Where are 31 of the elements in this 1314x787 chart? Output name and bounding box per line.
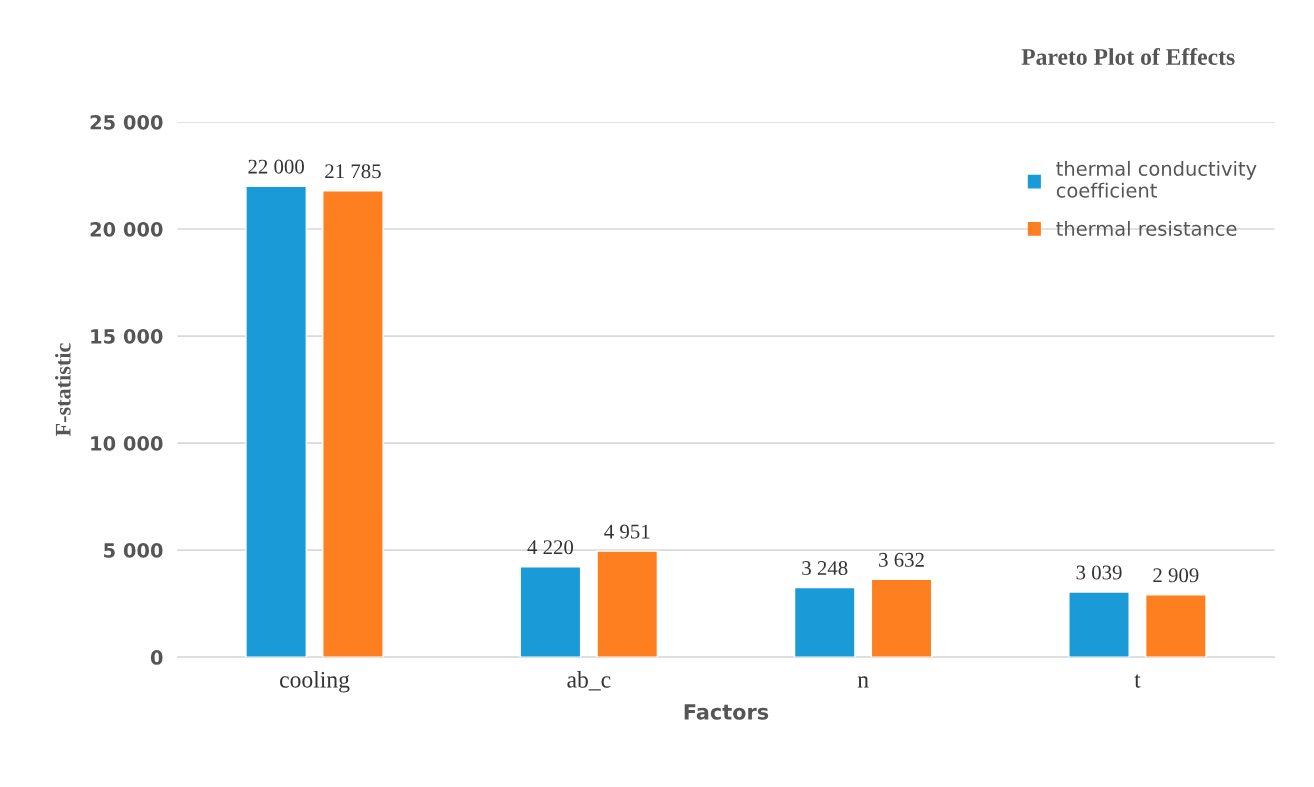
- x-axis-title: Factors: [684, 704, 769, 720]
- x-tick-label: ab_c: [567, 671, 611, 691]
- bar: [1144, 594, 1207, 658]
- data-label: 3 039: [1076, 565, 1122, 580]
- x-tick-label: cooling: [280, 671, 350, 693]
- y-tick-label: 10 000: [91, 436, 163, 451]
- data-label: 4 220: [527, 540, 574, 555]
- bar: [245, 185, 308, 658]
- bar: [793, 586, 856, 658]
- legend-label: thermal conductivity coefficient: [1056, 160, 1257, 198]
- data-label: 22 000: [248, 159, 304, 174]
- bar: [322, 190, 384, 658]
- y-tick-label: 25 000: [90, 114, 163, 130]
- bar: [1068, 591, 1130, 658]
- x-tick-label: n: [857, 676, 869, 688]
- y-tick-label: 0: [150, 650, 163, 665]
- data-label: 2 909: [1153, 568, 1199, 583]
- chart-title: Pareto Plot of Effects: [1021, 48, 1235, 65]
- bar: [519, 566, 582, 658]
- bar: [870, 578, 933, 658]
- y-tick-label: 20 000: [90, 221, 163, 237]
- data-label: 21 785: [325, 164, 381, 179]
- y-tick-label: 5 000: [104, 543, 163, 558]
- y-tick-label: 15 000: [91, 329, 163, 344]
- x-tick-label: t: [1134, 674, 1141, 688]
- y-axis-title: F-statistic: [55, 343, 71, 437]
- legend-label: thermal resistance: [1056, 220, 1237, 236]
- data-label: 3 248: [802, 560, 848, 576]
- bar: [596, 550, 659, 658]
- data-label: 4 951: [604, 524, 650, 539]
- data-label: 3 632: [879, 552, 924, 567]
